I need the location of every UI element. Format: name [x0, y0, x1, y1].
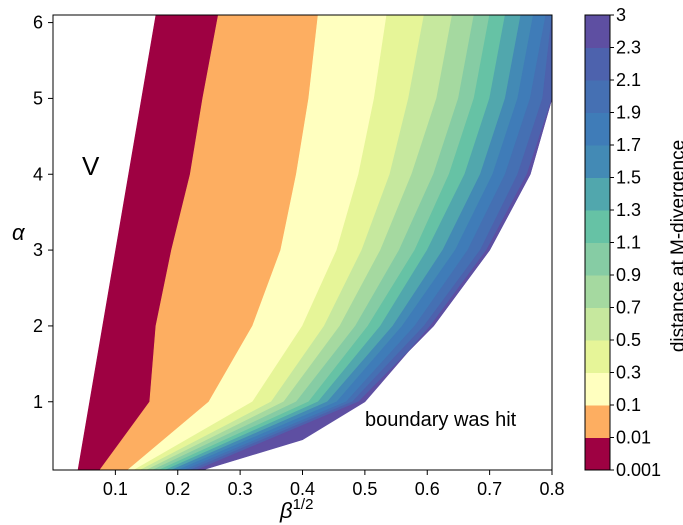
x-tick-label: 0.4 [290, 479, 315, 499]
x-tick-label: 0.2 [165, 479, 190, 499]
colorbar-segment [585, 405, 610, 438]
colorbar-segment [585, 145, 610, 178]
y-tick-label: 1 [33, 392, 43, 412]
x-tick-label: 0.1 [103, 479, 128, 499]
x-tick-label: 0.3 [228, 479, 253, 499]
x-tick-label: 0.7 [477, 479, 502, 499]
plot-area [77, 14, 553, 471]
colorbar-tick-label: 0.3 [616, 363, 641, 383]
x-axis-label: β1/2 [279, 496, 313, 523]
colorbar-tick-label: 1.1 [616, 233, 641, 253]
y-tick-label: 6 [33, 13, 43, 33]
colorbar: 0.001 0.01 0.1 0.3 0.5 0.7 0.9 1.1 1.3 1.5 1.7 1.9 2… [584, 5, 661, 480]
boundary-annotation: boundary was hit [365, 409, 517, 431]
colorbar-tick-label: 1.9 [616, 103, 641, 123]
y-tick-label: 3 [33, 240, 43, 260]
colorbar-tick-label: 1.3 [616, 200, 641, 220]
colorbar-segment [585, 47, 610, 81]
colorbar-tick-label: 2.1 [616, 70, 641, 90]
colorbar-tick-label: 0.9 [616, 265, 641, 285]
colorbar-segment [585, 112, 610, 146]
colorbar-tick-label: 2.3 [616, 38, 641, 58]
region-v-label: V [82, 151, 100, 181]
colorbar-title: distance at M-divergence [668, 140, 683, 352]
colorbar-segment [585, 307, 610, 341]
colorbar-segment [585, 210, 610, 243]
y-axis-ticks: 1 2 3 4 5 6 [33, 13, 53, 412]
colorbar-tick-label: 0.5 [616, 330, 641, 350]
x-axis-ticks: 0.1 0.2 0.3 0.4 0.5 0.6 0.7 0.8 [103, 470, 565, 499]
x-tick-label: 0.5 [352, 479, 377, 499]
colorbar-segment [585, 275, 610, 308]
x-tick-label: 0.6 [415, 479, 440, 499]
colorbar-segment [585, 437, 610, 471]
colorbar-segment [585, 340, 610, 373]
colorbar-segment [585, 80, 610, 113]
colorbar-tick-label: 0.1 [616, 395, 641, 415]
colorbar-segment [585, 15, 610, 48]
colorbar-tick-label: 1.7 [616, 135, 641, 155]
x-tick-label: 0.8 [539, 479, 564, 499]
colorbar-tick-label: 0.7 [616, 298, 641, 318]
colorbar-tick-label: 1.5 [616, 168, 641, 188]
colorbar-segment [585, 242, 610, 276]
colorbar-tick-label: 0.001 [616, 460, 661, 480]
colorbar-segment [585, 177, 610, 211]
colorbar-segment [585, 372, 610, 406]
colorbar-tick-label: 3 [616, 5, 626, 25]
y-tick-label: 5 [33, 88, 43, 108]
colorbar-tick-label: 0.01 [616, 428, 651, 448]
y-axis-label: α [12, 220, 26, 245]
y-tick-label: 2 [33, 316, 43, 336]
y-tick-label: 4 [33, 164, 43, 184]
